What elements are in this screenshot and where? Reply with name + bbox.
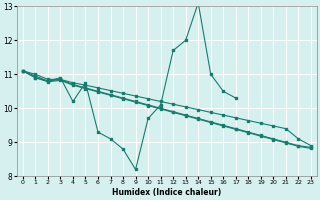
X-axis label: Humidex (Indice chaleur): Humidex (Indice chaleur) [112,188,221,197]
